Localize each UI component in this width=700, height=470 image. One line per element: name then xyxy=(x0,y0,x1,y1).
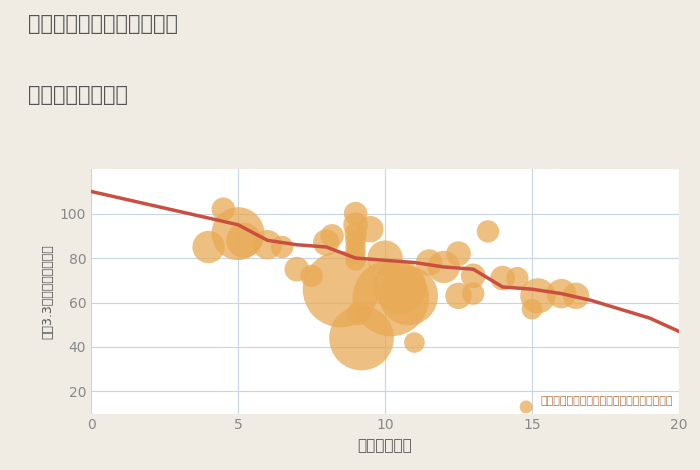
Ellipse shape xyxy=(404,332,425,353)
Ellipse shape xyxy=(490,266,515,290)
Ellipse shape xyxy=(284,257,309,282)
Ellipse shape xyxy=(373,260,426,313)
Text: 駅距離別土地価格: 駅距離別土地価格 xyxy=(28,85,128,105)
Ellipse shape xyxy=(368,241,402,276)
Ellipse shape xyxy=(211,197,235,221)
Ellipse shape xyxy=(321,224,344,248)
Ellipse shape xyxy=(547,279,576,308)
Text: 東京都東久留米市浅間町の: 東京都東久留米市浅間町の xyxy=(28,14,178,34)
X-axis label: 駅距離（分）: 駅距離（分） xyxy=(358,438,412,453)
Text: 円の大きさは、取引のあった物件面積を示す: 円の大きさは、取引のあった物件面積を示す xyxy=(540,396,673,406)
Ellipse shape xyxy=(345,230,366,251)
Ellipse shape xyxy=(343,212,368,237)
Ellipse shape xyxy=(345,250,366,271)
Ellipse shape xyxy=(428,251,460,283)
Ellipse shape xyxy=(379,266,438,325)
Ellipse shape xyxy=(211,207,265,260)
Ellipse shape xyxy=(344,202,368,226)
Ellipse shape xyxy=(477,220,499,243)
Ellipse shape xyxy=(563,282,589,309)
Ellipse shape xyxy=(344,222,367,245)
Ellipse shape xyxy=(519,400,533,414)
Ellipse shape xyxy=(461,264,486,288)
Ellipse shape xyxy=(353,260,429,337)
Ellipse shape xyxy=(522,299,542,320)
Ellipse shape xyxy=(302,251,379,328)
Ellipse shape xyxy=(445,282,472,309)
Ellipse shape xyxy=(271,236,293,258)
Ellipse shape xyxy=(329,306,394,370)
Ellipse shape xyxy=(253,230,282,259)
Ellipse shape xyxy=(346,302,370,325)
Ellipse shape xyxy=(446,241,471,266)
Ellipse shape xyxy=(193,231,225,263)
Ellipse shape xyxy=(462,282,484,305)
Ellipse shape xyxy=(520,278,556,313)
Ellipse shape xyxy=(357,216,384,243)
Ellipse shape xyxy=(313,229,340,256)
Ellipse shape xyxy=(506,267,528,289)
Ellipse shape xyxy=(416,249,442,276)
Ellipse shape xyxy=(226,223,262,258)
Y-axis label: 坪（3.3㎡）単価（万円）: 坪（3.3㎡）単価（万円） xyxy=(41,244,54,339)
Ellipse shape xyxy=(300,265,323,287)
Ellipse shape xyxy=(345,237,366,257)
Ellipse shape xyxy=(345,243,366,264)
